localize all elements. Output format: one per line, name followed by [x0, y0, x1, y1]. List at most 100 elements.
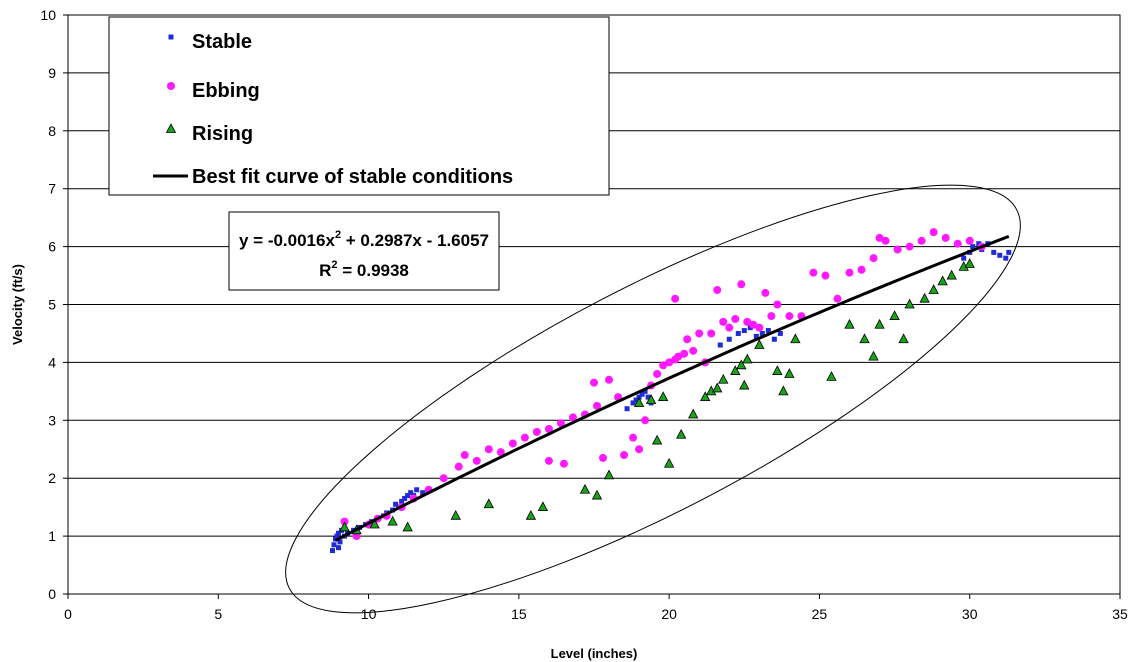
legend-item-best-fit-curve-of-stable-conditions: Best fit curve of stable conditions [153, 166, 513, 188]
ebbing-point [917, 236, 926, 245]
ebbing-point [893, 245, 902, 254]
ebbing-point [629, 433, 638, 442]
stable-point [630, 400, 636, 406]
data-points [330, 228, 1012, 554]
ebbing-point [707, 329, 716, 338]
ebbing-point [809, 268, 818, 277]
rising-point [651, 434, 663, 445]
ebbing-point [929, 228, 938, 237]
ebbing-point [845, 268, 854, 277]
x-tick-label: 0 [64, 606, 72, 622]
rising-point [688, 408, 699, 419]
stable-point [1006, 249, 1012, 255]
rising-point [937, 275, 948, 286]
stable-point [747, 325, 753, 331]
rising-point [874, 318, 885, 329]
legend-item-rising: Rising [165, 123, 253, 145]
ebbing-point [556, 419, 565, 428]
rising-point [579, 483, 591, 494]
stable-point [961, 255, 967, 261]
stable-point [642, 388, 648, 394]
stable-point [639, 391, 645, 397]
ebbing-point [620, 451, 629, 460]
ebbing-point [532, 427, 541, 436]
ebbing-point [439, 474, 448, 483]
rising-point [657, 391, 669, 402]
x-tick-label: 10 [361, 606, 377, 622]
ebbing-point [713, 286, 722, 295]
rising-point [928, 284, 939, 294]
stable-point [741, 328, 747, 334]
stable-point [777, 330, 783, 336]
equation-line: y = -0.0016x2 + 0.2987x - 1.6057 [239, 229, 489, 250]
rising-point [739, 379, 750, 390]
stable-point [336, 530, 342, 536]
ebbing-point [472, 456, 481, 465]
ebbing-point [761, 288, 770, 297]
stable-point [1003, 255, 1009, 261]
rising-point [826, 371, 837, 381]
y-tick-label: 8 [48, 123, 56, 139]
legend-label: Ebbing [192, 80, 260, 102]
rising-point [742, 353, 753, 364]
y-tick-label: 7 [48, 181, 56, 197]
legend-item-stable: Stable [168, 31, 252, 53]
ebbing-point [593, 401, 602, 410]
rising-point [603, 469, 615, 480]
rising-point [525, 509, 537, 520]
ebbing-point [953, 239, 962, 248]
ebbing-point [725, 323, 734, 332]
ebbing-point [659, 361, 668, 370]
x-axis-title: Level (inches) [551, 646, 638, 661]
rising-point [778, 385, 789, 396]
rising-point [676, 428, 687, 439]
rising-point [165, 123, 177, 133]
ebbing-point [544, 424, 553, 433]
ebbing-point [484, 445, 493, 454]
ebbing-point [833, 294, 842, 303]
ebbing-point [683, 335, 692, 344]
ebbing-point [695, 329, 704, 338]
legend-label: Stable [192, 31, 252, 53]
ebbing-point [749, 320, 758, 329]
ebbing-point [719, 317, 728, 326]
ebbing-point [857, 265, 866, 274]
y-tick-label: 5 [48, 297, 56, 313]
rising-point [790, 333, 801, 344]
ebbing-point [680, 349, 689, 358]
rising-point [946, 269, 957, 280]
rising-point [730, 365, 741, 375]
ebbing-point [869, 254, 878, 263]
ebbing-point [689, 346, 698, 355]
ebbing-point [737, 280, 746, 289]
ebbing-point [520, 433, 529, 442]
y-tick-label: 6 [48, 239, 56, 255]
rising-point [784, 368, 795, 378]
stable-point [753, 333, 759, 339]
ebbing-point [773, 300, 782, 309]
stable-point [991, 249, 997, 255]
ebbing-point [821, 271, 830, 280]
envelope-ellipse-shape [285, 184, 1021, 614]
rising-point [964, 258, 975, 268]
stable-point [399, 498, 405, 504]
legend-label: Rising [192, 123, 253, 145]
stable-point [420, 490, 426, 496]
rising-point [645, 394, 657, 404]
rising-point [387, 515, 398, 526]
stable-point [331, 542, 337, 548]
rising-point [450, 509, 461, 520]
rising-point [402, 521, 413, 532]
ebbing-point [544, 456, 553, 465]
rising-point [712, 382, 723, 393]
ebbing-point [496, 448, 505, 457]
ebbing-point [454, 462, 463, 471]
ebbing-point [875, 233, 884, 242]
rising-point [663, 457, 675, 468]
r-squared-line: R2 = 0.9938 [319, 259, 409, 280]
stable-point [402, 495, 408, 501]
axis-ticks: 0 1 2 3 4 5 6 7 8 9 10 0 5 10 15 20 25 30 35 [40, 7, 1128, 622]
ebbing-point [965, 236, 974, 245]
stable-point [334, 533, 340, 539]
